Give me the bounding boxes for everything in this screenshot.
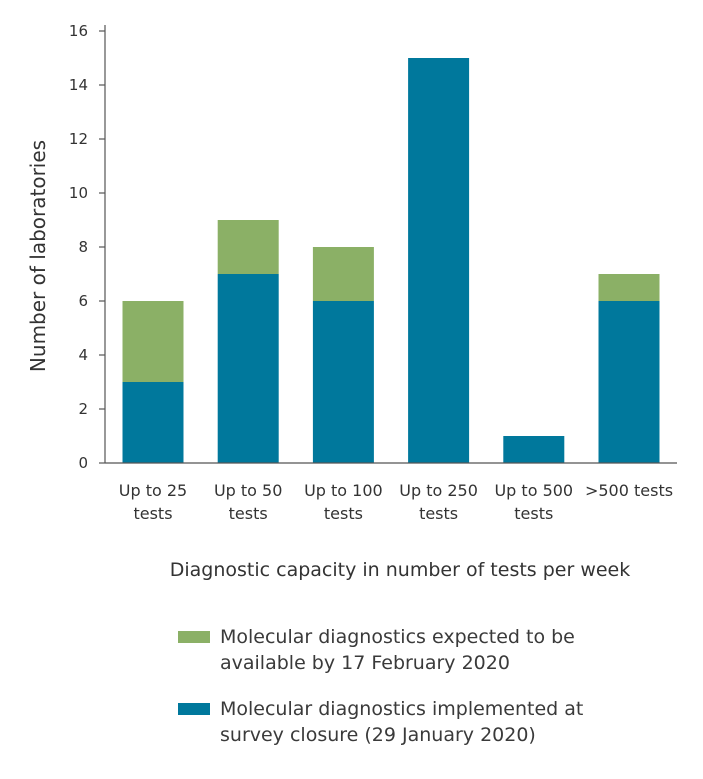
bar-implemented-3 <box>408 58 470 463</box>
legend-label-implemented-line-2: survey closure (29 January 2020) <box>220 724 536 746</box>
legend-label-expected-line-1: Molecular diagnostics expected to be <box>220 626 575 648</box>
x-tick-label-3: Up to 250 tests <box>399 481 478 523</box>
bars <box>122 58 660 463</box>
x-axis-title: Diagnostic capacity in number of tests p… <box>170 559 631 581</box>
y-tick-label-12: 12 <box>69 130 88 148</box>
bar-expected-2 <box>312 247 374 301</box>
y-tick-label-14: 14 <box>69 76 88 94</box>
bar-expected-0 <box>122 301 184 382</box>
legend-label-implemented-line-1: Molecular diagnostics implemented at <box>220 698 584 720</box>
bar-implemented-4 <box>503 436 565 463</box>
legend-item-expected: Molecular diagnostics expected to be ava… <box>178 624 678 676</box>
y-tick-label-10: 10 <box>69 184 88 202</box>
x-tick-label-2: Up to 100 tests <box>304 481 383 523</box>
bar-implemented-5 <box>598 301 660 463</box>
bar-implemented-0 <box>122 382 184 463</box>
y-tick-label-0: 0 <box>78 454 88 472</box>
legend-swatch-implemented <box>178 703 210 715</box>
x-tick-label-0: Up to 25 tests <box>119 481 187 523</box>
legend-label-expected-line-2: available by 17 February 2020 <box>220 652 510 674</box>
y-axis-ticks: 0 2 4 6 8 10 12 14 16 <box>69 22 105 472</box>
y-tick-label-4: 4 <box>78 346 88 364</box>
y-tick-label-2: 2 <box>78 400 88 418</box>
x-tick-label-4: Up to 500 tests <box>494 481 573 523</box>
legend-swatch-expected <box>178 631 210 643</box>
legend: Molecular diagnostics expected to be ava… <box>178 624 678 768</box>
y-axis-title: Number of laboratories <box>26 140 50 372</box>
x-axis-tick-labels: Up to 25 tests Up to 50 tests Up to 100 tests… <box>119 481 673 523</box>
bar-implemented-2 <box>312 301 374 463</box>
bar-implemented-1 <box>217 274 279 463</box>
bar-expected-5 <box>598 274 660 301</box>
x-tick-label-1: Up to 50 tests <box>214 481 282 523</box>
y-tick-label-8: 8 <box>78 238 88 256</box>
x-tick-label-5: >500 tests <box>585 481 673 500</box>
legend-item-implemented: Molecular diagnostics implemented at sur… <box>178 696 678 748</box>
bar-expected-1 <box>217 220 279 274</box>
y-tick-label-6: 6 <box>78 292 88 310</box>
y-tick-label-16: 16 <box>69 22 88 40</box>
